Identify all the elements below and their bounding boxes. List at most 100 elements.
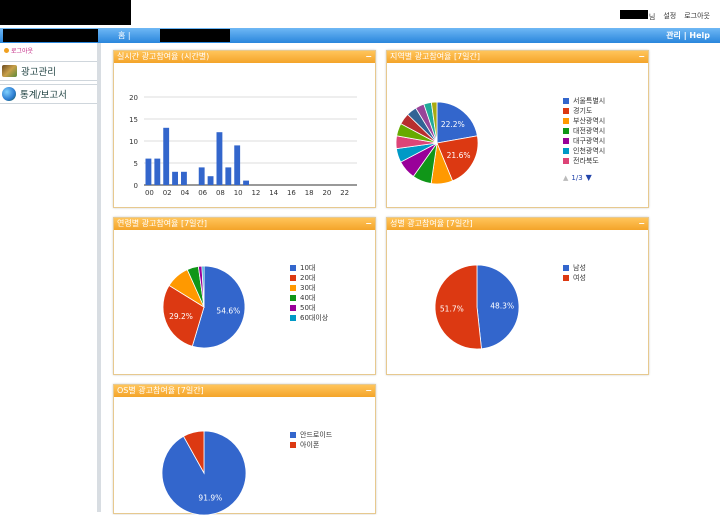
- legend-label: 서울특별시: [573, 97, 606, 105]
- legend-item: 대전광역시: [563, 126, 605, 136]
- panel-age: 연령별 광고참여율 [7일간] − 54.6% 29.2% 10대 20대 30대 40대…: [113, 217, 376, 375]
- x-tick-label: 08: [216, 189, 225, 197]
- panel-header: OS별 광고참여율 [7일간] −: [114, 385, 375, 397]
- bar: [207, 176, 214, 185]
- legend-label: 안드로이드: [300, 431, 333, 439]
- legend-label: 대전광역시: [573, 127, 606, 135]
- legend-pager[interactable]: ▲ 1/3 ▼: [563, 173, 592, 182]
- panel-header: 실시간 광고참여율 (시간별) −: [114, 51, 375, 63]
- panel-title: 지역별 광고참여율 [7일간]: [390, 52, 481, 61]
- prev-page-icon[interactable]: ▲: [563, 173, 569, 182]
- y-tick-label: 10: [129, 138, 138, 146]
- age-pie-chart: 54.6% 29.2%: [162, 265, 246, 349]
- bar: [225, 167, 232, 185]
- legend-swatch: [290, 305, 296, 311]
- region-pie-chart: 22.2% 21.6%: [395, 101, 479, 185]
- sidebar-item-label: 광고관리: [21, 67, 56, 78]
- legend-item: 부산광역시: [563, 116, 605, 126]
- y-tick-label: 15: [129, 116, 138, 124]
- settings-link[interactable]: 설정: [663, 12, 677, 20]
- gender-legend: 남성 여성: [563, 263, 586, 283]
- pie-slice: [436, 135, 479, 182]
- slice-label: 29.2%: [169, 312, 193, 321]
- sidebar-item-stats[interactable]: 통계/보고서: [0, 84, 97, 104]
- legend-label: 50대: [300, 304, 316, 312]
- legend-swatch: [563, 138, 569, 144]
- top-header: 님 설정 로그아웃: [0, 0, 720, 28]
- panel-header: 성별 광고참여율 [7일간] −: [387, 218, 648, 230]
- nav-redacted-left: [3, 29, 98, 42]
- bar: [198, 167, 205, 185]
- minimize-button[interactable]: −: [365, 52, 372, 61]
- minimize-button[interactable]: −: [638, 219, 645, 228]
- x-tick-label: 22: [340, 189, 349, 197]
- x-tick-label: 12: [251, 189, 260, 197]
- legend-label: 대구광역시: [573, 137, 606, 145]
- legend-swatch: [563, 158, 569, 164]
- panel-title: 연령별 광고참여율 [7일간]: [117, 219, 208, 228]
- next-page-icon[interactable]: ▼: [585, 173, 592, 182]
- y-tick-label: 5: [134, 160, 138, 168]
- legend-item: 아이폰: [290, 440, 332, 450]
- legend-item: 전라북도: [563, 156, 605, 166]
- legend-swatch: [563, 275, 569, 281]
- legend-label: 아이폰: [300, 441, 320, 449]
- y-tick-label: 0: [134, 182, 138, 190]
- legend-label: 인천광역시: [573, 147, 606, 155]
- sidebar-logout-label: 로그아웃: [11, 48, 34, 55]
- legend-label: 경기도: [573, 107, 593, 115]
- legend-label: 10대: [300, 264, 316, 272]
- legend-swatch: [563, 118, 569, 124]
- pie-slice: [162, 284, 205, 347]
- admin-help-links[interactable]: 관리 | Help: [666, 31, 710, 40]
- gender-pie-chart: 48.3% 51.7%: [434, 264, 520, 350]
- legend-label: 부산광역시: [573, 117, 606, 125]
- panel-gender: 성별 광고참여율 [7일간] − 48.3% 51.7% 남성 여성: [386, 217, 649, 375]
- legend-item: 안드로이드: [290, 430, 332, 440]
- top-links: 님 설정 로그아웃: [619, 10, 710, 22]
- minimize-button[interactable]: −: [638, 52, 645, 61]
- legend-swatch: [563, 265, 569, 271]
- pie-slice: [182, 430, 205, 475]
- age-legend: 10대 20대 30대 40대 50대 60대이상: [290, 263, 328, 323]
- slice-label: 22.2%: [441, 120, 465, 129]
- pie-slice: [191, 265, 246, 349]
- minimize-button[interactable]: −: [365, 219, 372, 228]
- x-tick-label: 20: [322, 189, 331, 197]
- pager-text: 1/3: [571, 173, 583, 182]
- x-tick-label: 16: [287, 189, 296, 197]
- minimize-button[interactable]: −: [365, 386, 372, 395]
- logout-link[interactable]: 로그아웃: [684, 12, 710, 20]
- pie-slice: [436, 101, 478, 144]
- nav-bar: 홈 | 관리 | Help: [0, 28, 720, 43]
- legend-item: 여성: [563, 273, 586, 283]
- panel-header: 지역별 광고참여율 [7일간] −: [387, 51, 648, 63]
- pie-slice: [434, 264, 482, 350]
- legend-swatch: [290, 442, 296, 448]
- legend-swatch: [290, 432, 296, 438]
- legend-item: 50대: [290, 303, 328, 313]
- bar: [154, 158, 161, 185]
- bar: [163, 127, 170, 185]
- ad-manage-icon: [2, 65, 17, 77]
- panel-hourly: 실시간 광고참여율 (시간별) − 0 5 10 15 20 00 02 04 06 08 10 12 1…: [113, 50, 376, 208]
- bar: [145, 158, 152, 185]
- sidebar: 로그아웃 광고관리 통계/보고서: [0, 43, 101, 512]
- legend-label: 40대: [300, 294, 316, 302]
- legend-swatch: [563, 148, 569, 154]
- x-tick-label: 10: [234, 189, 243, 197]
- sidebar-logout[interactable]: 로그아웃: [4, 46, 97, 55]
- home-link[interactable]: 홈 |: [118, 31, 131, 40]
- dot-icon: [4, 48, 9, 53]
- bar: [234, 145, 241, 185]
- panel-os: OS별 광고참여율 [7일간] − 91.9% 안드로이드 아이폰: [113, 384, 376, 515]
- slice-label: 48.3%: [490, 302, 514, 311]
- x-tick-label: 14: [269, 189, 278, 197]
- sidebar-item-ad-manage[interactable]: 광고관리: [0, 61, 97, 81]
- legend-swatch: [290, 315, 296, 321]
- legend-label: 20대: [300, 274, 316, 282]
- username-redacted: [619, 10, 648, 19]
